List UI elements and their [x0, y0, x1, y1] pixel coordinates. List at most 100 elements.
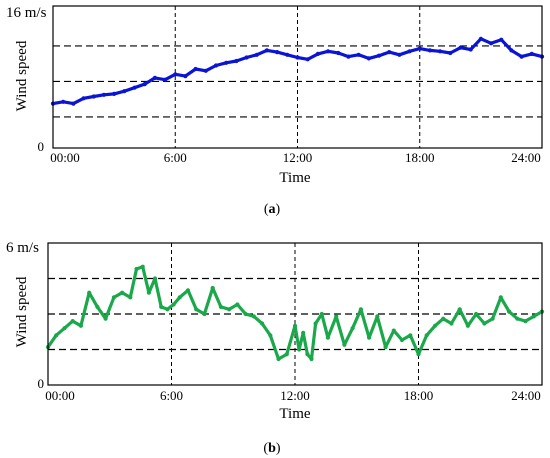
panel-a-data-point: [336, 50, 341, 56]
panel-a-y-min-label: 0: [38, 139, 45, 154]
panel-b-data-point: [95, 304, 100, 309]
panel-b-data-point: [383, 345, 388, 350]
panel-a-data-point: [315, 51, 320, 57]
panel-a-series: [50, 36, 545, 106]
panel-b-data-point: [424, 333, 429, 338]
panel-a-data-point: [438, 49, 443, 54]
panel-b-data-point: [523, 319, 528, 324]
panel-a-data-point: [81, 96, 86, 101]
panel-a-y-axis-label: Wind speed: [14, 40, 30, 111]
panel-a-data-point: [519, 54, 524, 59]
panel-b-data-point: [457, 307, 462, 312]
panel-a-y-max-label: 16 m/s: [6, 5, 47, 21]
panel-b-data-point: [251, 314, 256, 319]
panel-a-x-tick-label: 12:00: [283, 150, 313, 165]
panel-b-data-point: [210, 285, 215, 291]
panel-b-data-point: [465, 323, 470, 328]
panel-a-data-point: [376, 53, 382, 58]
panel-b-data-point: [128, 295, 133, 300]
panel-b-data-point: [449, 321, 454, 326]
panel-b-data-point: [227, 307, 232, 312]
panel-b-data-point: [276, 356, 281, 362]
panel-b-grid: [48, 243, 542, 385]
panel-b-data-point: [177, 295, 182, 300]
panel-a-data-point: [458, 45, 463, 50]
panel-b-series-line: [46, 265, 544, 361]
panel-b-data-point: [70, 319, 75, 324]
panel-b-data-point: [305, 352, 310, 357]
panel-a-caption: (a): [264, 202, 281, 217]
panel-b-x-tick-label: 6:00: [160, 388, 183, 403]
panel-b-data-point: [152, 276, 158, 281]
panel-b-data-point: [334, 314, 339, 319]
panel-b-data-point: [309, 356, 314, 362]
panel-a-x-tick-label: 24:00: [511, 150, 541, 165]
panel-b-data-point: [297, 347, 302, 352]
panel-a-data-point: [356, 52, 361, 57]
panel-b-data-point: [202, 311, 207, 317]
panel-b-x-tick-label: 18:00: [404, 388, 434, 403]
panel-a-data-point: [305, 57, 310, 62]
panel-b-data-point: [367, 335, 372, 340]
panel-b-x-axis-label: Time: [279, 406, 310, 422]
panel-a-frame: [52, 5, 543, 149]
panel-b-data-point: [103, 316, 108, 321]
panel-b-data-point: [134, 266, 139, 272]
panel-b-data-point: [218, 304, 223, 309]
panel-b-data-point: [358, 307, 363, 312]
panel-a-x-ticks: 00:00 6:00 12:00 18:00 24:00: [50, 150, 541, 165]
panel-b-series: [45, 264, 545, 362]
panel-a-data-point: [417, 46, 422, 51]
panel-b-data-point: [120, 290, 125, 295]
panel-b-data-point: [408, 333, 413, 338]
panel-a-x-axis-label: Time: [279, 170, 310, 186]
panel-a-data-point: [244, 55, 249, 60]
panel-b-data-point: [319, 311, 324, 317]
panel-a-data-point: [489, 41, 494, 46]
panel-a-data-point: [397, 52, 402, 57]
panel-a-data-point: [122, 89, 127, 94]
panel-a-data-point: [529, 51, 534, 57]
panel-a-data-point: [346, 54, 351, 59]
panel-b-data-point: [140, 264, 145, 269]
panel-a-data-point: [275, 50, 280, 55]
panel-b-data-point: [260, 321, 265, 326]
panel-a-data-point: [142, 82, 147, 87]
panel-a-data-point: [234, 58, 239, 64]
panel-a-x-tick-label: 6:00: [164, 150, 187, 165]
panel-a-data-point: [224, 60, 229, 65]
panel-b-data-point: [482, 321, 487, 326]
panel-a-data-point: [152, 75, 157, 80]
panel-a-data-point: [509, 48, 514, 53]
panel-b-data-point: [87, 290, 92, 295]
panel-a-grid: [53, 6, 542, 148]
panel-b-x-tick-label: 24:00: [511, 388, 541, 403]
panel-b-data-point: [441, 316, 446, 321]
panel-a-data-point: [163, 77, 168, 82]
panel-b-data-point: [313, 321, 318, 326]
panel-b-data-point: [432, 323, 438, 328]
panel-a-data-point: [478, 36, 483, 41]
panel-b-data-point: [284, 352, 289, 357]
panel-b-data-point: [185, 288, 191, 293]
panel-b-caption: (b): [263, 441, 280, 456]
panel-a-data-point: [427, 48, 432, 53]
panel-b-data-point: [171, 302, 176, 307]
panel-a-data-point: [468, 47, 473, 52]
panel-b-x-ticks: 00:00 6:00 12:00 18:00 24:00: [45, 388, 541, 403]
panel-a-caption-letter: a: [269, 202, 276, 217]
panel-a-data-point: [264, 48, 269, 53]
panel-a-data-point: [387, 50, 392, 55]
panel-b-data-point: [78, 323, 83, 328]
panel-b-x-tick-label: 00:00: [45, 388, 75, 403]
panel-a-data-point: [448, 50, 453, 56]
panel-a-x-tick-label: 18:00: [405, 150, 435, 165]
panel-a-data-point: [499, 37, 504, 42]
panel-a-data-point: [173, 72, 178, 77]
panel-a-x-tick-label: 00:00: [50, 150, 80, 165]
panel-b-data-point: [111, 295, 116, 300]
panel-b-y-max-label: 6 m/s: [6, 240, 39, 256]
panel-b-chart: 6 m/s 0 Wind speed Time (b) 00:00 6:00 12:…: [6, 240, 545, 456]
panel-b-data-point: [165, 307, 170, 312]
